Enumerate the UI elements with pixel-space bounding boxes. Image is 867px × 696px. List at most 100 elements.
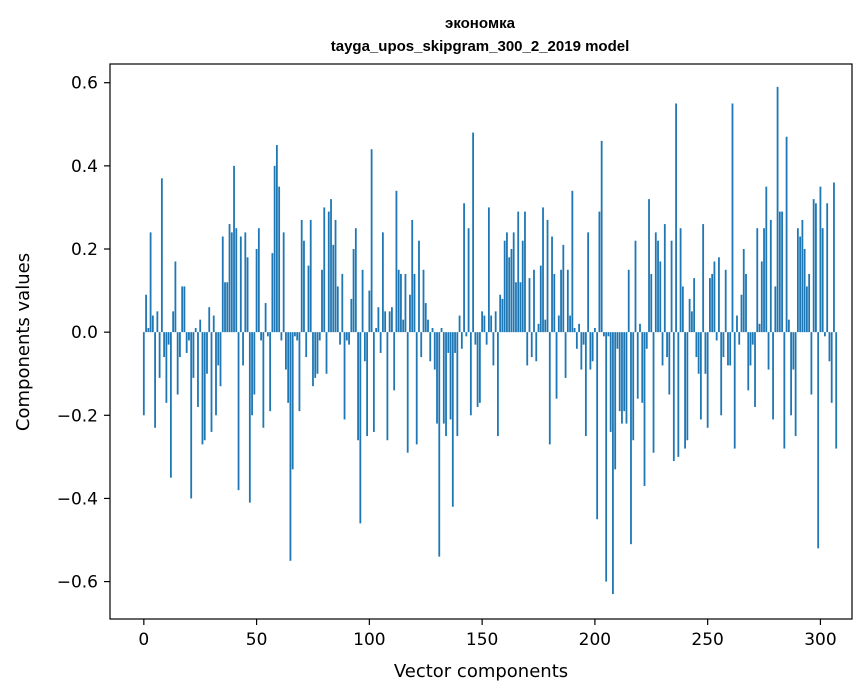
bar-247	[699, 332, 702, 420]
bar-49	[253, 332, 256, 395]
bar-103	[375, 327, 378, 333]
bar-100	[368, 290, 371, 333]
bar-122	[418, 240, 420, 333]
bar-166	[517, 211, 520, 333]
bar-184	[557, 315, 560, 333]
bar-161	[506, 232, 508, 333]
bar-255	[718, 257, 720, 333]
bar-304	[828, 332, 831, 362]
bar-112	[395, 190, 398, 333]
bars-group	[142, 86, 838, 595]
bar-111	[393, 332, 396, 391]
bar-7	[158, 332, 161, 378]
bar-232	[666, 332, 668, 358]
bar-53	[262, 332, 265, 428]
bar-274	[760, 261, 763, 333]
bar-222	[643, 332, 646, 486]
bar-23	[194, 327, 197, 333]
bar-201	[596, 332, 599, 520]
bar-294	[805, 286, 808, 333]
bar-62	[282, 232, 285, 333]
bar-258	[724, 269, 727, 333]
bar-138	[454, 332, 456, 353]
bar-205	[605, 332, 608, 582]
bar-239	[681, 286, 684, 333]
bar-148	[476, 332, 479, 407]
bar-175	[537, 323, 540, 333]
bar-163	[510, 249, 513, 333]
bar-136	[449, 332, 452, 420]
bar-276	[765, 186, 768, 333]
bar-35	[221, 236, 224, 333]
bar-34	[219, 332, 222, 387]
bar-193	[578, 323, 580, 333]
bar-261	[731, 103, 734, 333]
bar-159	[501, 298, 504, 333]
bar-68	[296, 332, 299, 341]
bar-19	[185, 332, 188, 353]
bar-119	[411, 219, 414, 333]
bar-70	[300, 219, 303, 333]
bar-26	[201, 332, 204, 445]
bar-244	[693, 278, 696, 333]
bar-165	[515, 282, 517, 333]
bar-40	[233, 165, 235, 333]
bar-22	[192, 332, 195, 378]
y-tick-label: −0.6	[57, 573, 98, 593]
bar-189	[569, 315, 571, 333]
bar-108	[386, 332, 389, 441]
bar-151	[483, 315, 486, 333]
bar-134	[445, 332, 447, 437]
bar-47	[248, 332, 251, 503]
bar-171	[528, 278, 531, 333]
bar-288	[792, 332, 795, 370]
bar-90	[345, 332, 348, 341]
bar-178	[544, 319, 547, 333]
bar-88	[341, 273, 344, 333]
bar-147	[474, 332, 477, 345]
bar-176	[539, 265, 542, 333]
bar-32	[215, 332, 217, 416]
bar-275	[763, 228, 765, 333]
bar-289	[794, 332, 797, 437]
bar-286	[787, 319, 790, 333]
bar-74	[309, 219, 312, 333]
bar-113	[397, 269, 400, 333]
bar-220	[639, 323, 641, 333]
x-tick-label: 100	[353, 630, 385, 650]
bar-199	[591, 332, 594, 362]
bar-65	[289, 332, 292, 561]
bar-150	[481, 311, 484, 333]
bar-242	[688, 298, 691, 333]
bar-190	[571, 190, 574, 333]
bar-55	[266, 332, 269, 337]
bar-123	[420, 332, 423, 358]
bar-95	[357, 332, 359, 441]
bar-124	[422, 269, 425, 333]
y-axis: −0.6 −0.4 −0.2 0.0 0.2 0.4 0.6	[57, 74, 110, 593]
y-tick-label: 0.6	[71, 74, 98, 94]
bar-76	[314, 332, 317, 378]
bar-204	[603, 332, 605, 337]
bar-270	[751, 332, 754, 345]
bar-57	[271, 253, 274, 333]
bar-181	[551, 236, 553, 333]
bar-206	[607, 332, 610, 337]
bar-15	[176, 332, 179, 395]
bar-238	[679, 228, 682, 333]
bar-158	[499, 294, 502, 333]
bar-223	[645, 332, 648, 349]
bar-54	[264, 303, 267, 333]
bar-168	[521, 240, 524, 333]
bar-269	[749, 332, 752, 366]
bar-224	[648, 199, 650, 333]
bar-211	[618, 332, 621, 412]
bar-85	[334, 219, 337, 333]
bar-8	[160, 178, 163, 333]
bar-228	[657, 240, 659, 333]
bar-86	[336, 286, 339, 333]
bar-231	[663, 224, 666, 333]
bar-67	[294, 332, 296, 337]
bar-285	[785, 136, 788, 333]
bar-89	[343, 332, 346, 420]
